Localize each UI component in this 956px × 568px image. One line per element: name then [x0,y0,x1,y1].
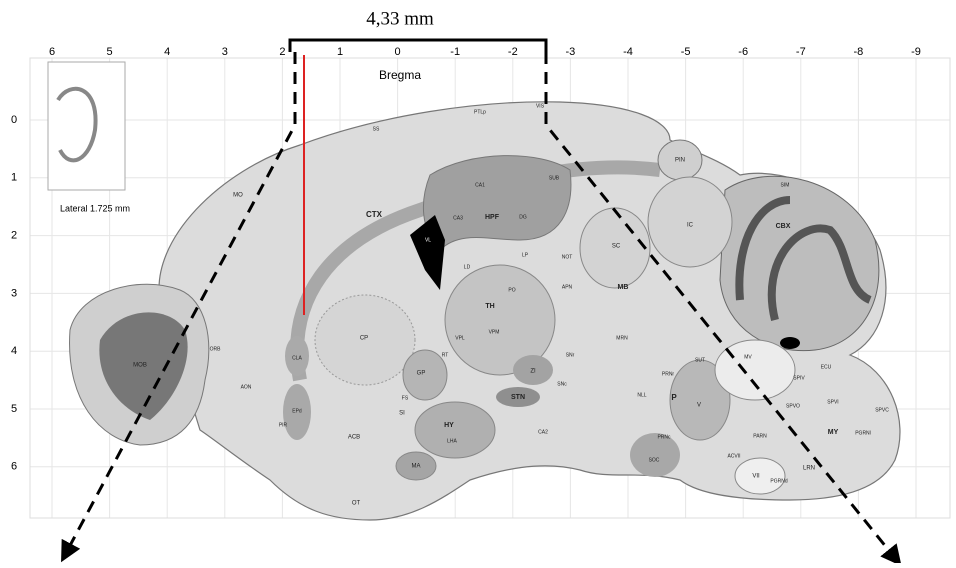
region-label: PTLp [474,109,486,115]
region-label: MY [828,429,839,436]
region-label: PRNr [662,371,675,377]
soc [630,433,680,477]
hypothalamus [415,402,495,458]
region-label: SOC [649,457,660,463]
top-axis-label: -2 [508,46,518,58]
top-axis-label: 6 [49,46,55,58]
top-axis-label: 3 [222,46,228,58]
region-label: ECU [821,364,832,370]
region-label: MB [618,284,629,291]
region-label: ACB [348,435,360,441]
region-label: SPIV [793,375,805,381]
top-axis-label: -7 [796,46,806,58]
region-label: PO [508,287,515,293]
facial-nucleus [735,458,785,494]
top-axis-label: 1 [337,46,343,58]
region-label: SPVC [875,407,889,413]
region-label: LP [522,252,529,258]
region-label: CP [360,336,368,342]
inset-caption: Lateral 1.725 mm [60,203,130,213]
region-label: PRNc [657,434,671,440]
top-axis-label: -3 [566,46,576,58]
region-label: CA2 [538,429,548,435]
region-label: MOB [133,363,147,369]
region-label: CA3 [453,215,463,221]
region-label: MRN [616,335,628,341]
region-label: VL [425,237,431,243]
top-axis-label: -6 [738,46,748,58]
region-label: ACVII [727,453,740,459]
region-label: CTX [366,210,383,219]
region-label: MO [233,193,243,199]
left-axis-label: 0 [11,114,17,126]
region-label: CLA [292,355,302,361]
region-label: AON [241,384,252,390]
dark-nucleus [780,337,800,349]
region-label: V [697,403,701,409]
region-label: APN [562,284,573,290]
region-label: EPd [292,408,302,414]
region-label: PIN [675,158,685,164]
top-axis-label: -1 [450,46,460,58]
bregma-label: Bregma [379,68,421,82]
region-label: ZI [530,369,536,375]
left-axis-label: 6 [11,461,17,473]
region-label: SS [373,126,380,132]
inset-frame [48,62,125,190]
region-label: LHA [447,438,457,444]
left-axis-label: 2 [11,230,17,242]
top-axis-label: -5 [681,46,691,58]
region-label: SNr [566,352,575,358]
region-label: TH [485,303,494,310]
scale-label: 4,33 mm [366,8,434,29]
left-axis-label: 3 [11,287,17,299]
region-label: SI [399,411,405,417]
left-axis-label: 5 [11,403,17,415]
region-label: VPL [455,335,465,341]
region-label: RT [442,352,449,358]
region-label: CA1 [475,182,485,188]
top-axis-label: -8 [854,46,864,58]
region-label: NLL [637,392,646,398]
region-label: NOT [562,254,573,260]
region-label: HY [444,422,454,429]
top-axis-label: 2 [279,46,285,58]
region-label: PARN [753,433,767,439]
region-label: ORB [210,346,222,352]
left-axis-label: 1 [11,172,17,184]
region-label: P [671,393,677,402]
region-label: SNc [557,381,567,387]
region-label: DG [519,214,527,220]
atlas-figure: Lateral 1.725 mm 4,33 mm Bregma 6 5 4 3 2 1 0 -… [0,0,956,563]
region-label: VPM [489,329,500,335]
top-axis-label: 0 [395,46,401,58]
top-axis-label: -4 [623,46,633,58]
region-label: PIR [279,422,288,428]
region-label: SPVO [786,403,800,409]
region-label: CBX [776,223,791,230]
region-label: GP [417,371,426,377]
region-label: SC [612,244,621,250]
region-label: HPF [485,214,500,221]
region-label: MV [744,354,752,360]
region-label: PGRNl [855,430,871,436]
region-label: VIS [536,103,545,109]
region-label: LD [464,264,471,270]
region-label: LRN [803,466,815,472]
region-label: SIM [781,182,790,188]
region-label: VII [752,474,760,480]
region-label: SPVI [827,399,838,405]
top-axis-label: 4 [164,46,170,58]
region-label: PGRNd [770,478,787,484]
region-label: OT [352,501,361,507]
region-label: FS [402,395,409,401]
top-axis-label: 5 [107,46,113,58]
region-label: MA [412,464,421,470]
left-axis-label: 4 [11,345,17,357]
top-axis-label: -9 [911,46,921,58]
region-label: SUT [695,357,705,363]
region-label: IC [687,223,694,229]
region-label: STN [511,394,525,401]
region-label: SUB [549,175,560,181]
